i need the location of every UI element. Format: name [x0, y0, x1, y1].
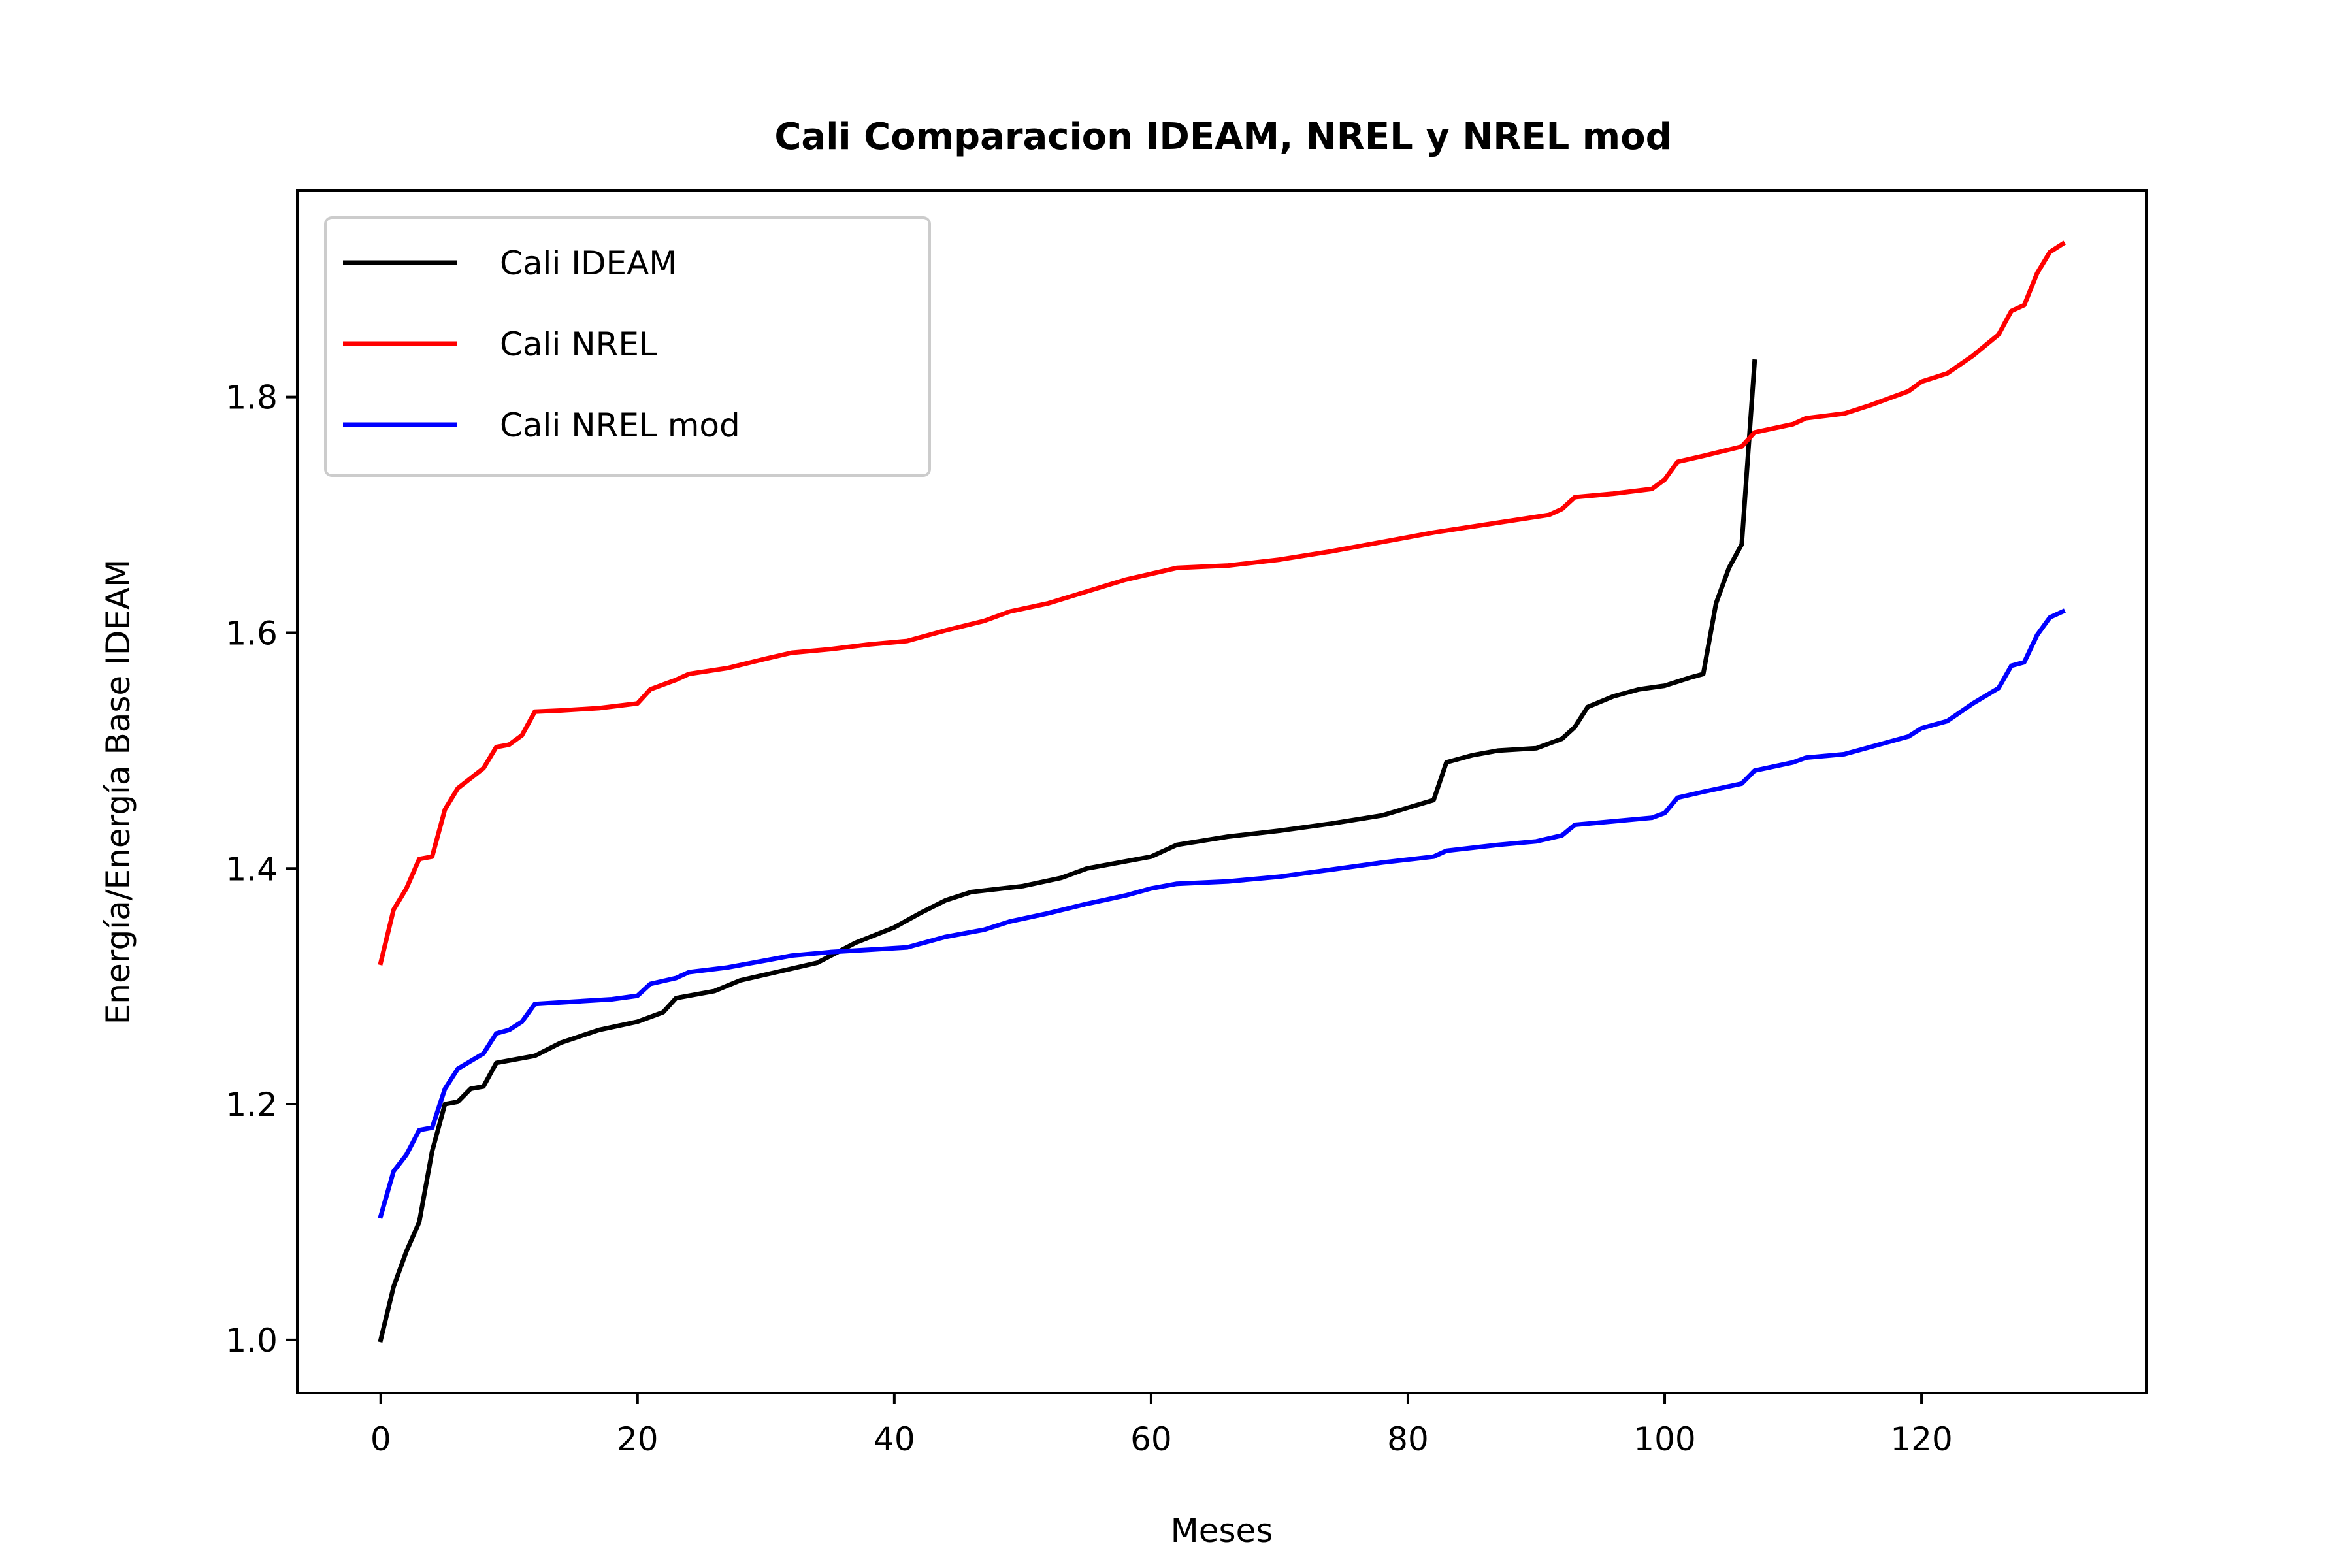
- legend-label-0: Cali IDEAM: [500, 244, 677, 282]
- y-tick-label: 1.6: [225, 614, 278, 652]
- legend-frame: [324, 216, 931, 477]
- x-axis-ticks: 0 20 40 60 80 100 120: [370, 1393, 1953, 1458]
- x-axis-label: Meses: [1171, 1512, 1273, 1550]
- plot-lines: [378, 240, 2066, 1343]
- legend-label-2: Cali NREL mod: [500, 406, 740, 444]
- x-tick-label: 80: [1387, 1420, 1429, 1458]
- x-tick-label: 100: [1633, 1420, 1695, 1458]
- y-tick-label: 1.8: [225, 379, 278, 417]
- series-line-1: [378, 240, 2066, 966]
- legend: Cali IDEAM Cali NREL Cali NREL mod: [324, 216, 931, 477]
- x-tick-label: 120: [1890, 1420, 1952, 1458]
- y-axis-label: Energía/Energía Base IDEAM: [99, 559, 137, 1025]
- series-line-0: [378, 359, 1757, 1343]
- x-tick-label: 0: [370, 1420, 391, 1458]
- legend-label-1: Cali NREL: [500, 325, 657, 363]
- plot-frame: [296, 189, 2148, 1394]
- x-tick-label: 60: [1130, 1420, 1172, 1458]
- chart-title: Cali Comparacion IDEAM, NREL y NREL mod: [774, 116, 1671, 158]
- y-tick-label: 1.2: [225, 1086, 278, 1124]
- x-tick-label: 40: [874, 1420, 915, 1458]
- y-tick-label: 1.0: [225, 1322, 278, 1360]
- series-line-2: [378, 608, 2066, 1219]
- y-axis-ticks: 1.0 1.2 1.4 1.6 1.8: [225, 379, 297, 1360]
- x-tick-label: 20: [617, 1420, 659, 1458]
- y-tick-label: 1.4: [225, 850, 278, 888]
